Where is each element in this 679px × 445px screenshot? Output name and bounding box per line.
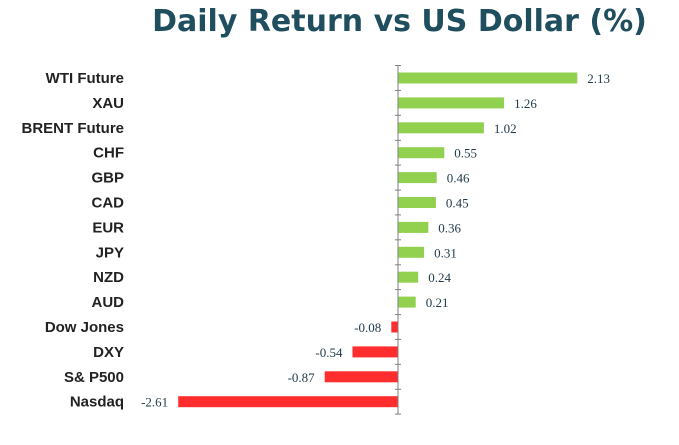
- bars-layer: [178, 72, 578, 408]
- axis-layer: [395, 65, 401, 415]
- bar-brent-future: [398, 122, 484, 134]
- value-labels: 2.13 1.26 1.02 0.55 0.46 0.45 0.36 0.31 0.24 0.21…: [141, 71, 610, 410]
- category-label: WTI Future: [46, 70, 124, 87]
- value-label: 0.21: [426, 295, 449, 310]
- bar-s-p500: [324, 371, 398, 383]
- category-label: CHF: [93, 145, 124, 162]
- category-label: BRENT Future: [22, 120, 125, 137]
- bar-nasdaq: [178, 396, 398, 408]
- category-label: CAD: [92, 195, 125, 212]
- value-label: 2.13: [587, 71, 610, 86]
- category-label: S& P500: [64, 369, 124, 386]
- category-label: NZD: [93, 269, 124, 286]
- chart-title: Daily Return vs US Dollar (%): [152, 4, 647, 39]
- category-label: JPY: [96, 244, 124, 261]
- value-label: 1.02: [494, 121, 517, 136]
- category-label: AUD: [92, 294, 125, 311]
- bar-nzd: [398, 271, 419, 283]
- value-label: -0.87: [288, 370, 316, 385]
- category-label: DXY: [93, 344, 124, 361]
- bar-aud: [398, 296, 416, 308]
- category-label: GBP: [91, 170, 124, 187]
- bar-cad: [398, 197, 436, 208]
- value-label: 0.55: [454, 146, 477, 161]
- value-label: 0.24: [428, 270, 451, 285]
- category-label: Nasdaq: [70, 394, 124, 411]
- value-label: 0.36: [438, 220, 461, 235]
- value-label: 1.26: [514, 96, 537, 111]
- bar-xau: [398, 97, 505, 109]
- value-label: -2.61: [141, 395, 168, 410]
- value-label: -0.08: [354, 320, 381, 335]
- bar-gbp: [398, 172, 437, 184]
- value-label: 0.45: [446, 196, 469, 211]
- bar-wti-future: [398, 72, 578, 84]
- bar-dxy: [352, 346, 398, 358]
- bar-eur: [398, 221, 429, 233]
- bar-dow-jones: [391, 321, 398, 333]
- category-label: Dow Jones: [45, 319, 124, 336]
- value-label: 0.46: [447, 171, 470, 186]
- category-label: XAU: [92, 95, 124, 112]
- bar-jpy: [398, 246, 425, 258]
- category-labels: WTI Future XAU BRENT Future CHF GBP CAD EUR JPY…: [22, 70, 125, 411]
- bar-chf: [398, 147, 445, 159]
- value-label: 0.31: [434, 245, 457, 260]
- value-label: -0.54: [315, 345, 343, 360]
- category-label: EUR: [92, 219, 124, 236]
